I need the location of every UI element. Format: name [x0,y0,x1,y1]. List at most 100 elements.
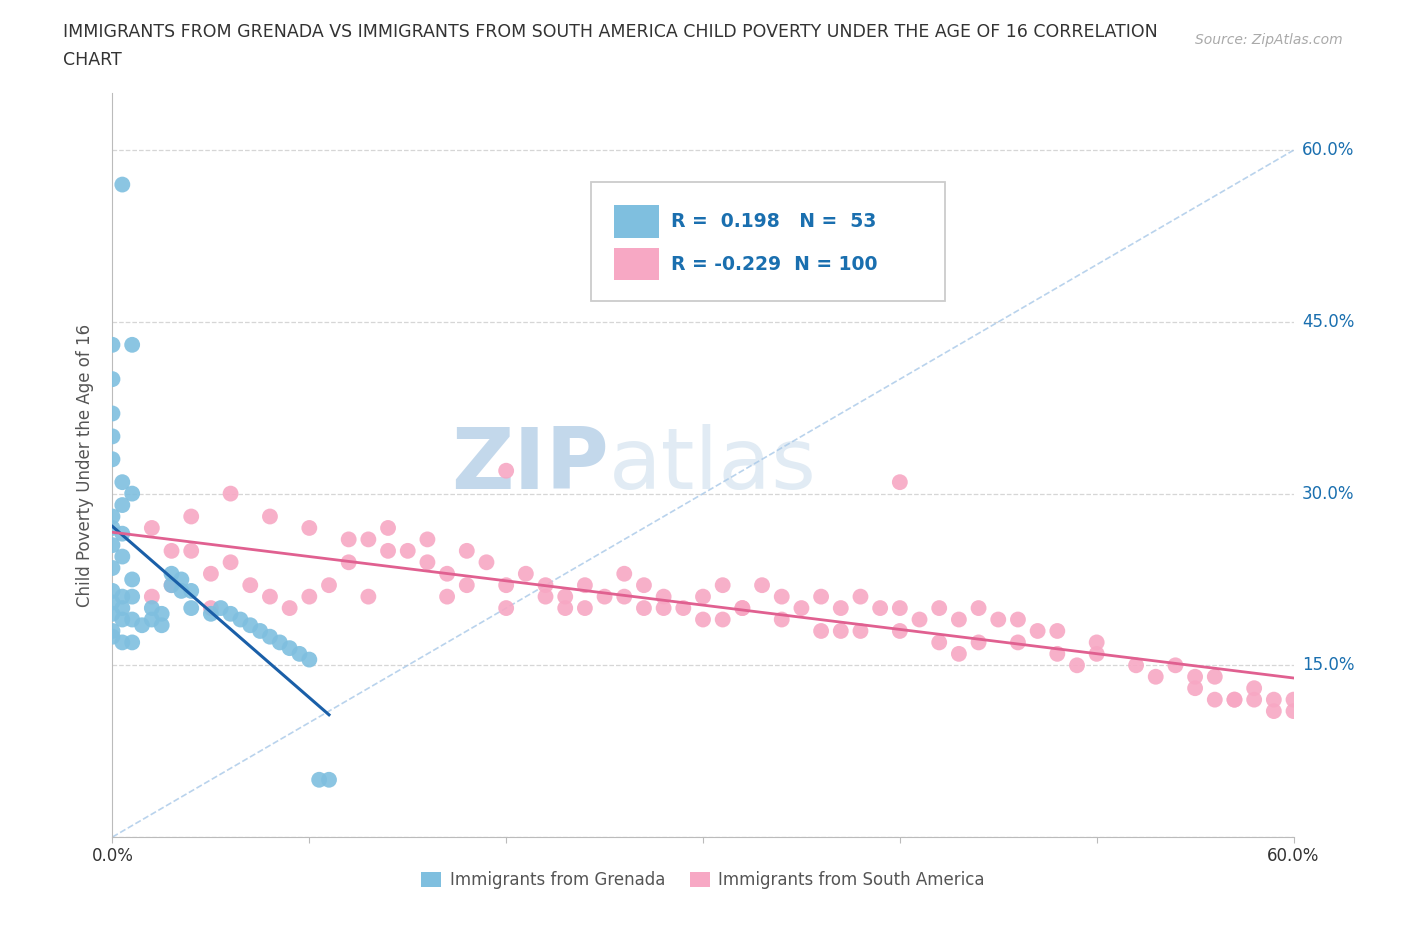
Point [1184,681,1206,696]
Point [967,601,990,616]
Point [101,583,124,598]
Point [770,612,793,627]
Point [298,521,321,536]
Point [1204,692,1226,707]
Point [633,601,655,616]
Text: atlas: atlas [609,423,817,507]
Text: R = -0.229  N = 100: R = -0.229 N = 100 [671,255,877,273]
Point [1243,692,1265,707]
Point [377,543,399,558]
Point [1204,670,1226,684]
Point [121,338,143,352]
Point [1263,704,1285,719]
Point [209,601,232,616]
Point [111,526,134,541]
Point [534,590,557,604]
Point [731,601,754,616]
Point [1007,612,1029,627]
Point [180,601,202,616]
Point [436,566,458,581]
Point [1164,658,1187,672]
Point [554,601,576,616]
Point [436,590,458,604]
Point [259,630,281,644]
Point [219,486,242,501]
Point [1282,704,1305,719]
Point [889,601,911,616]
Point [337,555,360,570]
Point [495,463,517,478]
Point [987,612,1010,627]
Point [101,630,124,644]
Point [141,612,163,627]
Point [160,578,183,592]
Point [219,555,242,570]
Point [101,452,124,467]
Point [170,572,193,587]
Point [928,601,950,616]
Point [229,612,252,627]
Point [298,590,321,604]
FancyBboxPatch shape [591,182,945,301]
FancyBboxPatch shape [614,206,659,238]
Point [554,590,576,604]
Point [101,595,124,610]
Point [249,623,271,638]
Point [495,601,517,616]
Point [475,555,498,570]
Point [456,578,478,592]
Point [101,623,124,638]
Point [101,372,124,387]
Point [751,578,773,592]
Point [101,509,124,524]
Point [711,612,734,627]
Text: 15.0%: 15.0% [1302,657,1354,674]
Point [1007,635,1029,650]
Legend: Immigrants from Grenada, Immigrants from South America: Immigrants from Grenada, Immigrants from… [415,864,991,896]
Point [613,566,636,581]
Point [1046,623,1069,638]
Point [711,578,734,592]
Point [131,618,153,632]
Point [515,566,537,581]
Point [101,406,124,421]
Point [101,606,124,621]
Point [200,566,222,581]
Point [849,623,872,638]
Point [574,601,596,616]
Point [613,590,636,604]
Point [259,509,281,524]
Point [928,635,950,650]
Point [318,772,340,787]
Point [633,578,655,592]
Point [180,583,202,598]
Text: Source: ZipAtlas.com: Source: ZipAtlas.com [1195,33,1343,46]
Point [141,590,163,604]
Text: 60.0%: 60.0% [1302,141,1354,159]
Point [495,578,517,592]
Point [160,566,183,581]
Point [731,601,754,616]
Point [1046,646,1069,661]
Y-axis label: Child Poverty Under the Age of 16: Child Poverty Under the Age of 16 [76,324,94,606]
Point [111,177,134,192]
Point [948,646,970,661]
Point [121,572,143,587]
Text: CHART: CHART [63,51,122,69]
Point [967,635,990,650]
Point [121,590,143,604]
Point [534,578,557,592]
Point [830,623,852,638]
Point [1223,692,1246,707]
Point [790,601,813,616]
Point [121,612,143,627]
Point [239,618,262,632]
Point [141,521,163,536]
Point [1125,658,1147,672]
Point [278,641,301,656]
Point [200,601,222,616]
Point [889,623,911,638]
Point [180,509,202,524]
Point [357,590,380,604]
Point [111,590,134,604]
